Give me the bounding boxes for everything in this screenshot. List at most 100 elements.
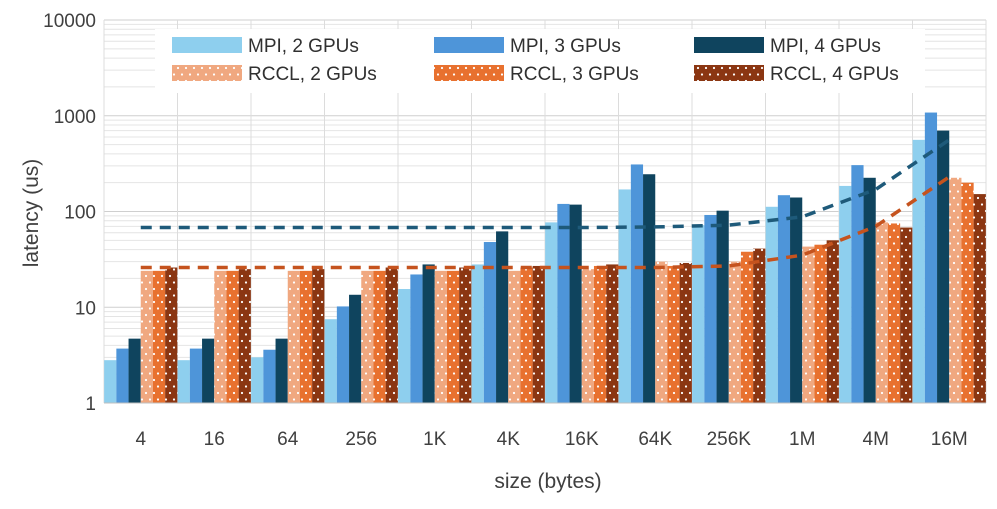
- bar-mpi-3-gpus-256: [336, 306, 350, 403]
- bar-rccl-4-gpus-16k: [606, 264, 619, 403]
- bar-rccl-4-gpus-1m: [826, 240, 839, 403]
- bar-mpi-2-gpus-64k: [618, 189, 631, 403]
- x-tick-label: 16K: [565, 429, 599, 450]
- bar-rccl-4-gpus-1k: [459, 267, 472, 403]
- mpi-trend-line: [140, 138, 951, 230]
- bar-rccl-4-gpus-16m: [973, 194, 986, 403]
- bar-mpi-4-gpus-16k: [569, 204, 582, 403]
- legend-swatch: [694, 37, 764, 53]
- x-tick-label: 64: [277, 429, 299, 450]
- bar-rccl-4-gpus-4k: [532, 265, 545, 403]
- bar-rccl-2-gpus-4k: [508, 270, 521, 403]
- bar-rccl-2-gpus-16: [214, 270, 227, 403]
- bar-mpi-4-gpus-1m: [790, 197, 803, 403]
- bar-rccl-4-gpus-4m: [900, 227, 913, 403]
- legend-swatch: [694, 65, 764, 81]
- bar-mpi-2-gpus-256k: [692, 225, 705, 403]
- bar-rccl-2-gpus-16k: [581, 269, 594, 403]
- legend: MPI, 2 GPUs MPI, 3 GPUs MPI, 4 GPUs RCCL, 2…: [155, 29, 925, 93]
- bar-rccl-3-gpus-4: [152, 270, 166, 403]
- bar-rccl-4-gpus-16: [238, 269, 251, 403]
- bar-mpi-2-gpus-4k: [471, 264, 484, 403]
- x-axis-title: size (bytes): [494, 470, 601, 493]
- bar-rccl-4-gpus-256k: [753, 248, 766, 403]
- bar-mpi-3-gpus-16: [189, 348, 203, 403]
- bar-mpi-4-gpus-16: [202, 338, 215, 403]
- legend-background: [155, 29, 925, 93]
- bar-mpi-2-gpus-4m: [839, 185, 852, 403]
- legend-swatch: [172, 65, 242, 81]
- x-tick-label: 16: [204, 429, 225, 450]
- bar-mpi-2-gpus-16: [177, 360, 190, 403]
- bar-rccl-2-gpus-1m: [802, 246, 815, 403]
- bar-rccl-3-gpus-4k: [520, 267, 533, 403]
- bar-rccl-3-gpus-1m: [814, 244, 827, 403]
- bar-rccl-2-gpus-4: [140, 270, 153, 403]
- bar-mpi-3-gpus-16k: [557, 203, 570, 403]
- y-axis-title: latency (us): [20, 159, 43, 268]
- bar-mpi-4-gpus-16m: [937, 130, 950, 404]
- bar-rccl-3-gpus-1k: [446, 270, 460, 403]
- bar-mpi-3-gpus-4: [116, 348, 129, 403]
- bar-mpi-4-gpus-4: [128, 338, 141, 403]
- legend-label: RCCL, 2 GPUs: [248, 64, 377, 85]
- bar-mpi-2-gpus-256: [324, 319, 337, 403]
- y-tick-label: 10: [75, 298, 96, 319]
- trendlines: [140, 138, 951, 270]
- y-tick-label: 1000: [54, 107, 96, 128]
- bar-rccl-2-gpus-64k: [655, 261, 668, 403]
- legend-swatch: [434, 37, 504, 53]
- x-tick-label: 4: [135, 429, 146, 450]
- legend-label: RCCL, 3 GPUs: [510, 64, 639, 85]
- bar-mpi-2-gpus-1k: [398, 289, 411, 403]
- x-tick-label: 4M: [863, 429, 889, 450]
- rccl-trend-line: [140, 175, 951, 270]
- x-tick-label: 1M: [789, 429, 815, 450]
- x-tick-label: 256: [345, 429, 377, 450]
- bar-mpi-3-gpus-256k: [704, 214, 717, 403]
- bar-rccl-3-gpus-16: [226, 270, 239, 403]
- bars: [104, 112, 986, 404]
- bar-rccl-3-gpus-256k: [740, 251, 754, 403]
- bar-mpi-4-gpus-4m: [863, 177, 876, 403]
- x-tick-label: 4K: [497, 429, 521, 450]
- bar-mpi-2-gpus-64: [251, 357, 264, 403]
- legend-label: RCCL, 4 GPUs: [770, 64, 899, 85]
- bar-mpi-3-gpus-16m: [924, 112, 938, 403]
- bar-mpi-4-gpus-4k: [496, 231, 509, 403]
- bar-mpi-2-gpus-16m: [912, 139, 925, 403]
- bar-rccl-4-gpus-64: [312, 269, 325, 403]
- x-tick-label: 16M: [931, 429, 968, 450]
- bar-rccl-4-gpus-64k: [679, 262, 692, 403]
- bar-mpi-4-gpus-1k: [422, 264, 435, 403]
- legend-label: MPI, 2 GPUs: [248, 36, 359, 57]
- x-tick-label: 1K: [423, 429, 447, 450]
- bar-mpi-2-gpus-16k: [545, 222, 558, 403]
- bar-mpi-3-gpus-1m: [777, 195, 791, 403]
- bar-rccl-3-gpus-16m: [961, 182, 974, 403]
- bar-rccl-3-gpus-256: [373, 270, 386, 403]
- bar-rccl-2-gpus-1k: [434, 270, 447, 403]
- bar-rccl-2-gpus-64: [287, 270, 300, 403]
- bar-mpi-4-gpus-64k: [643, 174, 656, 403]
- bar-mpi-3-gpus-1k: [410, 274, 423, 403]
- bar-mpi-2-gpus-4: [104, 360, 117, 403]
- bar-rccl-3-gpus-4m: [887, 223, 901, 403]
- bar-rccl-3-gpus-16k: [593, 265, 607, 403]
- bar-rccl-2-gpus-256: [361, 270, 374, 403]
- y-tick-label: 1: [85, 394, 96, 415]
- bar-mpi-3-gpus-4m: [851, 165, 864, 403]
- bar-rccl-2-gpus-4m: [875, 222, 888, 403]
- legend-swatch: [172, 37, 242, 53]
- bar-mpi-4-gpus-256: [349, 294, 362, 403]
- bar-mpi-3-gpus-4k: [483, 242, 497, 403]
- x-tick-label: 64K: [638, 429, 672, 450]
- x-tick-label: 256K: [707, 429, 752, 450]
- legend-label: MPI, 3 GPUs: [510, 36, 621, 57]
- bar-rccl-4-gpus-256: [385, 267, 398, 403]
- bar-rccl-3-gpus-64: [299, 270, 313, 403]
- bar-mpi-3-gpus-64k: [630, 164, 644, 403]
- bar-rccl-3-gpus-64k: [667, 265, 680, 403]
- bar-mpi-2-gpus-1m: [765, 206, 778, 403]
